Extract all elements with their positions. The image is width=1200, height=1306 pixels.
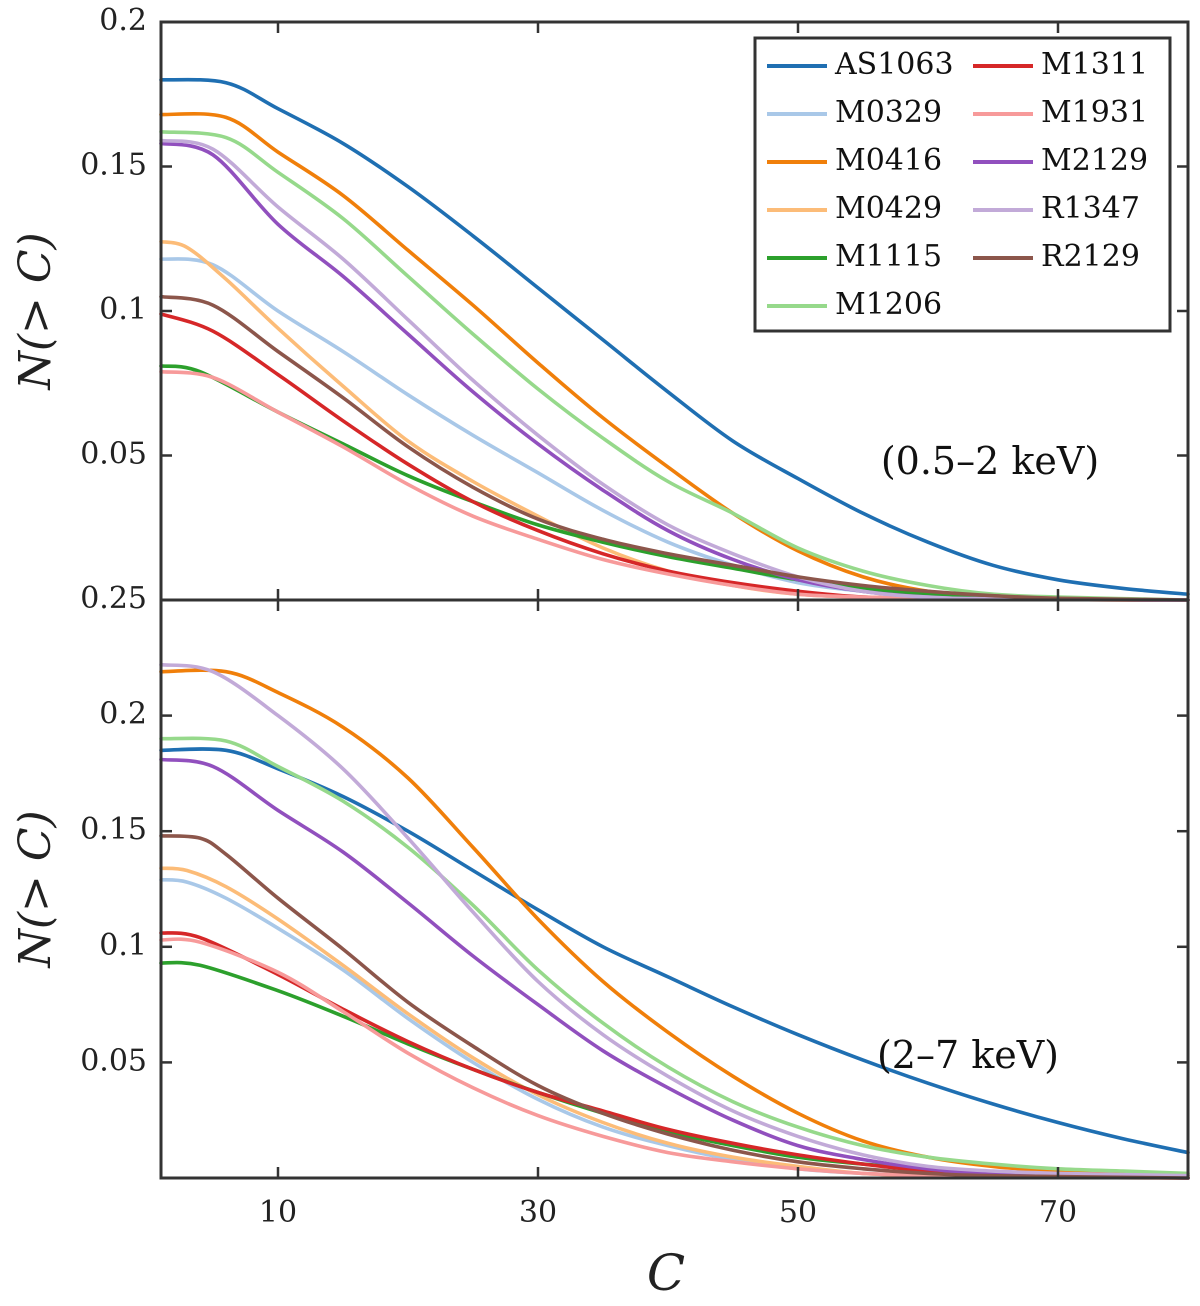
bottom-plot-area (159, 662, 1190, 1180)
legend-label-m1311: M1311 (1041, 47, 1148, 82)
top-y-tick-label: 0.2 (99, 3, 147, 38)
x-tick-label: 30 (519, 1195, 557, 1230)
bottom-series-m0416 (159, 668, 1190, 1178)
top-panel: 0.25 0.05 0.1 0.15 0.2 (0.5–2 keV) AS1063 M03… (80, 3, 1190, 616)
x-tick-label: 10 (259, 1195, 297, 1230)
bottom-y-tick-label: 0.15 (80, 812, 147, 847)
top-y-tick-label: 0.15 (80, 148, 147, 183)
legend-label-m0416: M0416 (835, 143, 942, 178)
top-series-r2129 (159, 294, 1190, 602)
bottom-axis-ticks: 0.05 0.1 0.15 0.2 10 30 50 70 (80, 600, 1188, 1230)
legend-box (753, 36, 1172, 333)
bottom-plot-frame (159, 598, 1190, 1180)
top-series-m1206 (159, 130, 1190, 602)
top-y-tick-label: 0.05 (80, 437, 147, 472)
legend-label-as1063: AS1063 (834, 47, 954, 82)
bottom-series-as1063 (159, 747, 1190, 1155)
legend-label-m0329: M0329 (835, 95, 942, 130)
legend-label-r2129: R2129 (1041, 239, 1140, 274)
x-axis-title: C (647, 1244, 685, 1302)
legend: AS1063 M0329 M0416 M0429 M1115 M1206 M1311 M193… (753, 36, 1172, 333)
top-y-axis-title: N(> C) (10, 232, 61, 390)
top-y-tick-label: 0.1 (99, 292, 147, 327)
bottom-series-m1931 (159, 937, 1190, 1180)
bottom-series-r1347 (159, 662, 1190, 1178)
x-tick-label: 50 (779, 1195, 817, 1230)
legend-label-m1931: M1931 (1041, 95, 1148, 130)
top-series-as1063 (159, 77, 1190, 596)
bottom-y-tick-label: 0.1 (99, 928, 147, 963)
legend-label-r1347: R1347 (1041, 191, 1140, 226)
top-y-tick-label: 0.25 (80, 581, 147, 616)
bottom-panel: 0.05 0.1 0.15 0.2 10 30 50 70 (2–7 keV) (80, 598, 1190, 1230)
bottom-series-m1206 (159, 736, 1190, 1176)
x-tick-label: 70 (1039, 1195, 1077, 1230)
bottom-series-m2129 (159, 757, 1190, 1180)
top-band-annotation: (0.5–2 keV) (881, 439, 1099, 483)
top-plot-area (159, 77, 1190, 602)
legend-label-m0429: M0429 (835, 191, 942, 226)
bottom-y-axis-title: N(> C) (10, 810, 61, 968)
legend-label-m1206: M1206 (835, 287, 942, 322)
bottom-series-r2129 (159, 834, 1190, 1180)
legend-label-m1115: M1115 (835, 239, 942, 274)
top-series-r1347 (159, 138, 1190, 602)
legend-label-m2129: M2129 (1041, 143, 1148, 178)
bottom-y-tick-label: 0.05 (80, 1043, 147, 1078)
bottom-band-annotation: (2–7 keV) (877, 1033, 1059, 1077)
bottom-y-tick-label: 0.2 (99, 697, 147, 732)
